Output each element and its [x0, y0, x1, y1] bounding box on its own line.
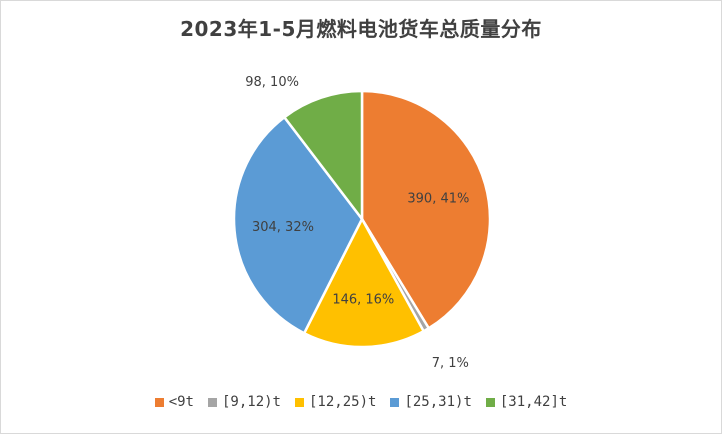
- legend-label-lt9: <9t: [168, 394, 194, 410]
- legend-label-9-12: [9,12)t: [221, 394, 281, 410]
- data-label-31-42: 98, 10%: [245, 75, 299, 90]
- legend-label-31-42: [31,42]t: [499, 394, 568, 410]
- chart-title: 2023年1-5月燃料电池货车总质量分布: [180, 17, 542, 41]
- pie-slice-31-42[interactable]: [282, 89, 364, 223]
- chart-legend: <9t [9,12)t [12,25)t [25,31)t [31,42]t: [1, 394, 721, 410]
- legend-swatch-25-31: [390, 397, 400, 407]
- legend-label-12-25: [12,25)t: [309, 394, 377, 410]
- data-label-lt9: 390, 41%: [407, 192, 469, 207]
- legend-swatch-lt9: [154, 397, 164, 407]
- data-label-12-25: 146, 16%: [332, 292, 394, 307]
- legend-item-31-42[interactable]: [31,42]t: [485, 394, 568, 410]
- legend-item-25-31[interactable]: [25,31)t: [390, 394, 472, 410]
- legend-swatch-31-42: [485, 397, 495, 407]
- pie-slice-lt9[interactable]: [360, 89, 492, 330]
- pie-slice-25-31[interactable]: [232, 115, 364, 335]
- legend-label-25-31: [25,31)t: [404, 394, 472, 410]
- legend-item-12-25[interactable]: [12,25)t: [295, 394, 376, 410]
- legend-item-9-12[interactable]: [9,12)t: [207, 394, 281, 410]
- legend-swatch-12-25: [295, 397, 304, 407]
- legend-item-lt9[interactable]: <9t: [154, 394, 194, 410]
- pie-slice-12-25[interactable]: [302, 216, 426, 349]
- data-label-9-12: 7, 1%: [432, 356, 469, 371]
- data-label-25-31: 304, 32%: [252, 220, 314, 235]
- legend-swatch-9-12: [207, 397, 217, 407]
